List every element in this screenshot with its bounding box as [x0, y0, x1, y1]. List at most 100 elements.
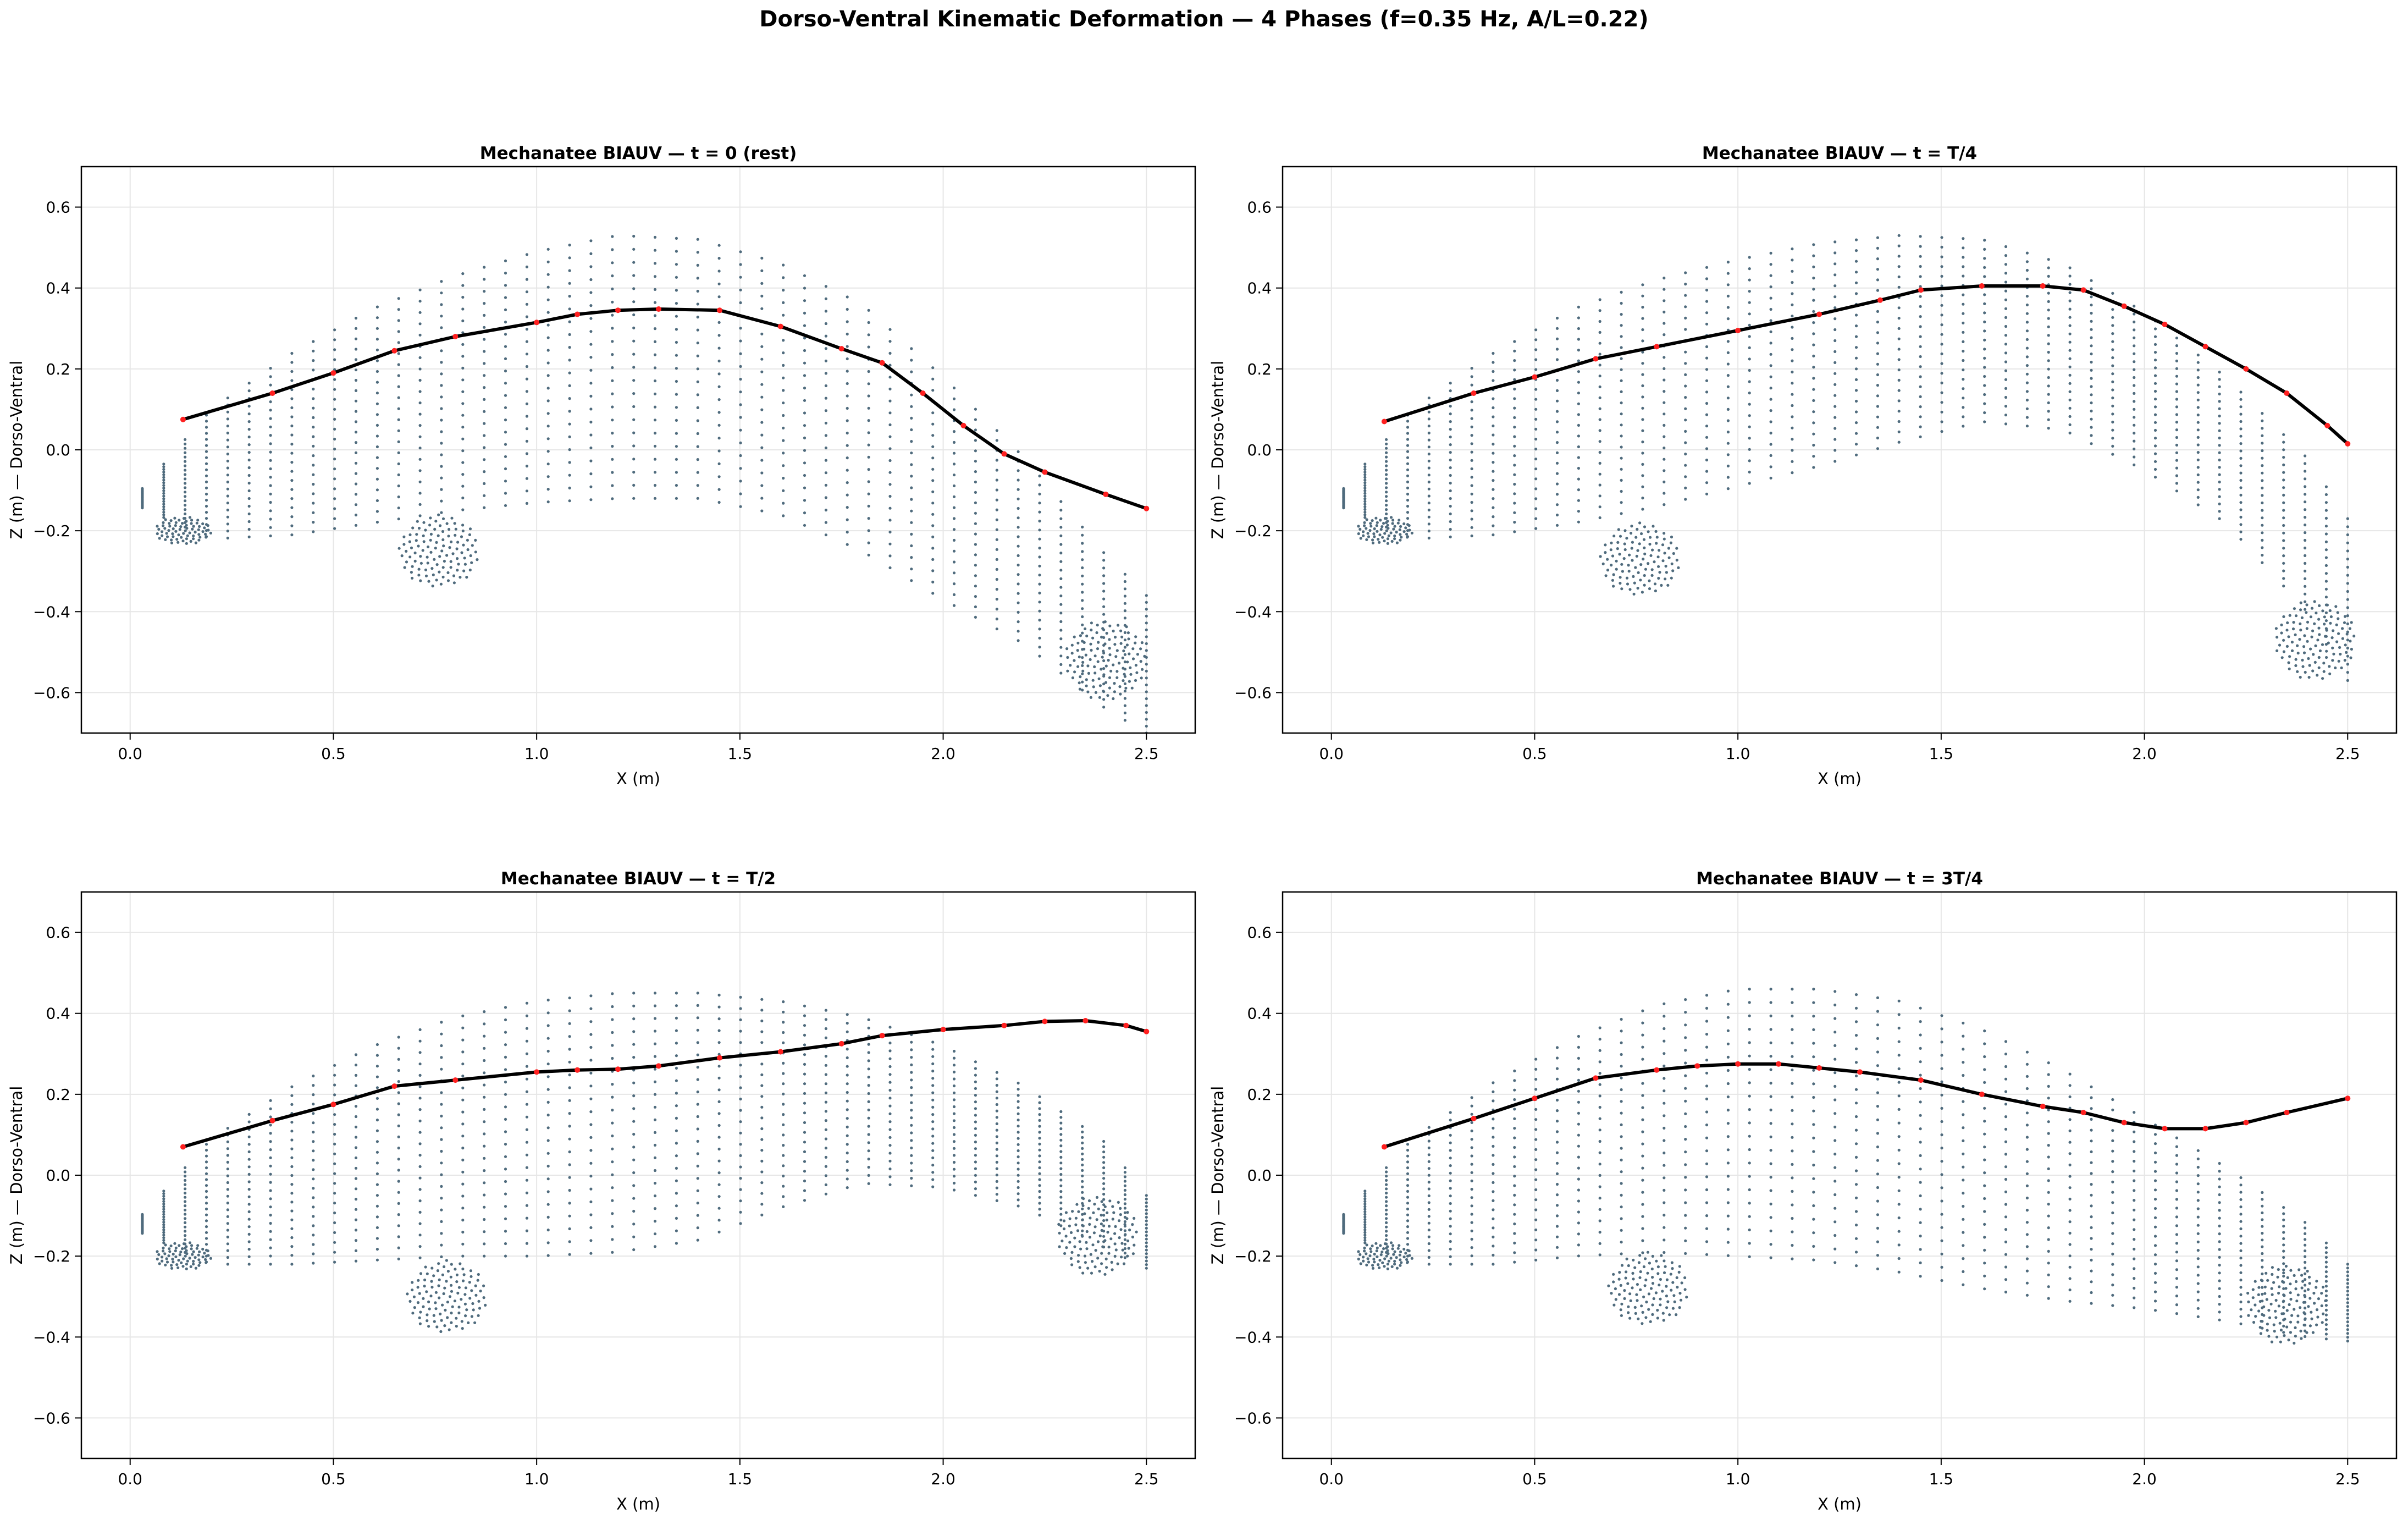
cloud-point — [1897, 317, 1901, 320]
cloud-point — [1534, 477, 1538, 481]
cloud-point — [1640, 532, 1643, 536]
cloud-point — [546, 1114, 550, 1117]
cloud-point — [1812, 1082, 1815, 1086]
cloud-point — [162, 1246, 165, 1249]
cloud-point — [1598, 461, 1601, 465]
cloud-point — [2304, 477, 2307, 481]
cloud-point — [2341, 627, 2344, 630]
cloud-point — [760, 332, 764, 335]
cloud-point — [1120, 1255, 1123, 1259]
cloud-point — [1376, 521, 1379, 524]
cloud-point — [185, 1252, 189, 1255]
cloud-point — [803, 511, 807, 515]
cloud-point — [632, 1209, 636, 1213]
cloud-point — [846, 1125, 849, 1128]
cloud-point — [469, 1269, 473, 1273]
cloud-point — [1919, 435, 1922, 438]
cloud-point — [290, 1263, 294, 1266]
cloud-point — [1111, 1218, 1114, 1221]
spine-node — [534, 1069, 540, 1075]
cloud-point — [1406, 1225, 1410, 1229]
cloud-point — [589, 1084, 593, 1088]
cloud-point — [1038, 1172, 1041, 1175]
cloud-point — [1667, 547, 1670, 550]
cloud-point — [173, 1242, 176, 1245]
cloud-point — [1769, 1149, 1772, 1152]
cloud-point — [611, 300, 614, 304]
cloud-point — [1470, 476, 1473, 479]
cloud-point — [1919, 1087, 1922, 1091]
cloud-point — [312, 511, 315, 514]
cloud-point — [1648, 587, 1652, 591]
cloud-point — [397, 396, 400, 399]
cloud-point — [995, 498, 998, 502]
spine-node — [1471, 390, 1477, 396]
cloud-point — [1854, 1115, 1858, 1119]
cloud-point — [226, 445, 229, 449]
cloud-point — [247, 1165, 251, 1169]
cloud-point — [226, 1263, 229, 1266]
cloud-point — [696, 497, 699, 500]
cloud-point — [2175, 1268, 2178, 1271]
spine-line — [183, 307, 1147, 510]
cloud-point — [611, 327, 614, 330]
cloud-point — [974, 1167, 977, 1170]
cloud-point — [2068, 1288, 2072, 1292]
cloud-point — [1833, 405, 1837, 408]
cloud-point — [1812, 1218, 1815, 1221]
cloud-point — [525, 265, 529, 268]
cloud-point — [2047, 1262, 2050, 1265]
cloud-point — [1833, 1003, 1837, 1007]
cloud-point — [1663, 1164, 1666, 1167]
cloud-point — [995, 577, 998, 581]
cloud-point — [184, 1191, 187, 1195]
cloud-point — [1555, 327, 1559, 330]
cloud-point — [247, 527, 251, 531]
cloud-point — [184, 1238, 187, 1241]
cloud-point — [2175, 1233, 2178, 1236]
cloud-point — [2004, 1140, 2008, 1143]
cloud-point — [461, 496, 465, 500]
cloud-point — [888, 1104, 892, 1108]
cloud-point — [1081, 623, 1084, 626]
cloud-point — [440, 1044, 443, 1048]
cloud-point — [290, 451, 294, 455]
cloud-point — [1123, 653, 1126, 656]
cloud-point — [888, 1097, 892, 1100]
cloud-point — [2218, 480, 2221, 484]
cloud-point — [1470, 1154, 1473, 1158]
cloud-point — [1940, 352, 1943, 356]
cloud-point — [1615, 559, 1618, 563]
cloud-point — [375, 1119, 379, 1122]
cloud-point — [1555, 337, 1559, 340]
cloud-point — [156, 532, 159, 536]
cloud-point — [2153, 1299, 2157, 1303]
cloud-point — [1363, 1197, 1367, 1200]
cloud-point — [161, 1255, 164, 1259]
cloud-point — [1385, 460, 1388, 463]
cloud-point — [931, 558, 935, 561]
cloud-point — [2068, 1265, 2072, 1269]
cloud-point — [439, 582, 443, 586]
cloud-point — [1399, 538, 1402, 542]
cloud-point — [1919, 405, 1922, 409]
cloud-point — [312, 1177, 315, 1181]
x-tick-label: 0.0 — [118, 745, 142, 763]
cloud-point — [1726, 272, 1730, 275]
cloud-point — [931, 1127, 935, 1131]
cloud-point — [1100, 1262, 1103, 1265]
cloud-point — [2047, 1155, 2050, 1159]
cloud-point — [2047, 300, 2050, 304]
cloud-point — [1385, 482, 1388, 485]
cloud-point — [931, 434, 935, 437]
cloud-point — [1705, 401, 1709, 405]
cloud-point — [397, 308, 400, 311]
cloud-point — [1470, 434, 1473, 437]
cloud-point — [717, 449, 721, 453]
cloud-point — [2025, 1087, 2029, 1091]
cloud-point — [2004, 254, 2008, 257]
cloud-point — [162, 497, 165, 500]
cloud-point — [2346, 638, 2349, 642]
cloud-point — [2261, 553, 2264, 557]
cloud-point — [760, 1138, 764, 1141]
